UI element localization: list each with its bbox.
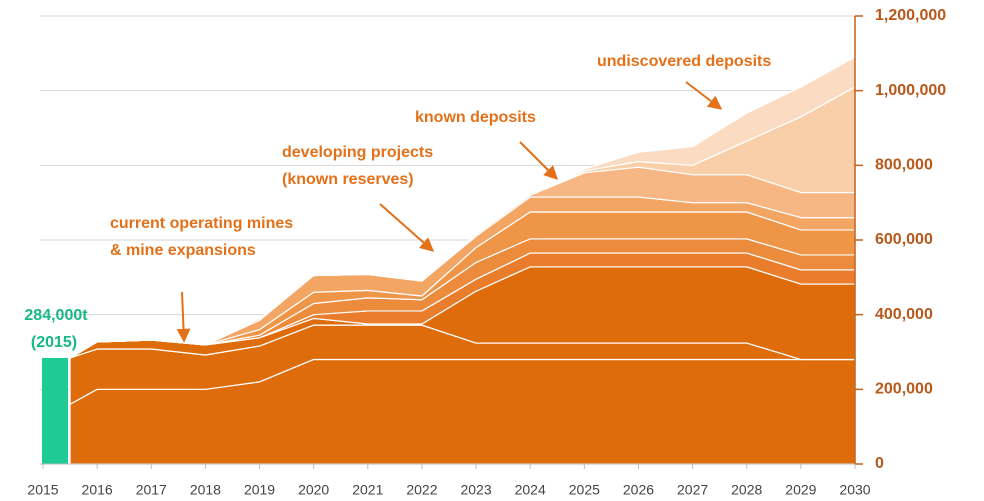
x-tick-label: 2015 <box>27 482 58 498</box>
x-tick-label: 2019 <box>244 482 275 498</box>
annotation: (known reserves) <box>282 171 414 188</box>
y-tick-label: 1,000,000 <box>875 82 946 99</box>
arrow <box>176 291 191 343</box>
annotation: developing projects <box>282 144 433 161</box>
x-tick-label: 2022 <box>406 482 437 498</box>
x-tick-label: 2020 <box>298 482 329 498</box>
x-tick-label: 2021 <box>352 482 383 498</box>
x-tick-label: 2025 <box>569 482 600 498</box>
annotation: current operating mines <box>110 215 293 232</box>
annotation: undiscovered deposits <box>597 53 771 70</box>
areas <box>69 56 856 465</box>
bar-sublabel: (2015) <box>31 334 77 351</box>
y-tick-label: 0 <box>875 455 884 472</box>
x-tick-label: 2023 <box>460 482 491 498</box>
x-tick-label: 2027 <box>677 482 708 498</box>
bar-label: 284,000t <box>24 307 88 324</box>
y-tick-label: 1,200,000 <box>875 7 946 24</box>
y-tick-label: 800,000 <box>875 157 933 174</box>
arrow <box>685 81 723 110</box>
x-tick-label: 2028 <box>731 482 762 498</box>
x-tick-label: 2026 <box>623 482 654 498</box>
x-tick-label: 2017 <box>136 482 167 498</box>
y-tick-label: 600,000 <box>875 231 933 248</box>
y-tick-label: 200,000 <box>875 381 933 398</box>
bar <box>42 357 68 464</box>
x-tick-label: 2024 <box>515 482 546 498</box>
x-tick-label: 2018 <box>190 482 221 498</box>
y-tick-label: 400,000 <box>875 306 933 323</box>
foreground: current operating mines & mine expansion… <box>24 53 771 464</box>
arrow <box>519 141 558 180</box>
annotation: known deposits <box>415 109 536 126</box>
x-tick-label: 2029 <box>785 482 816 498</box>
annotation: & mine expansions <box>110 242 256 259</box>
x-tick-label: 2016 <box>82 482 113 498</box>
arrow <box>379 203 435 252</box>
x-tick-label: 2030 <box>839 482 870 498</box>
